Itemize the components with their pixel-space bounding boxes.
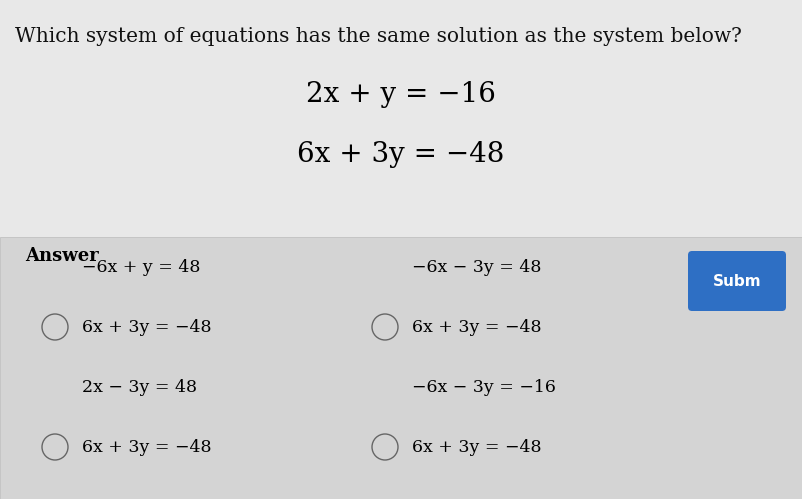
Text: 6x + 3y = −48: 6x + 3y = −48 bbox=[82, 439, 212, 456]
Text: 6x + 3y = −48: 6x + 3y = −48 bbox=[298, 141, 504, 168]
FancyBboxPatch shape bbox=[688, 251, 786, 311]
Text: 2x + y = −16: 2x + y = −16 bbox=[306, 80, 496, 107]
Text: 6x + 3y = −48: 6x + 3y = −48 bbox=[82, 318, 212, 335]
Text: Which system of equations has the same solution as the system below?: Which system of equations has the same s… bbox=[15, 27, 742, 46]
Text: Answer: Answer bbox=[25, 247, 99, 265]
Text: −6x − 3y = −16: −6x − 3y = −16 bbox=[412, 379, 556, 396]
Text: 6x + 3y = −48: 6x + 3y = −48 bbox=[412, 318, 541, 335]
FancyBboxPatch shape bbox=[0, 237, 802, 499]
Text: 6x + 3y = −48: 6x + 3y = −48 bbox=[412, 439, 541, 456]
Text: 2x − 3y = 48: 2x − 3y = 48 bbox=[82, 379, 197, 396]
Text: −6x − 3y = 48: −6x − 3y = 48 bbox=[412, 258, 541, 275]
Text: −6x + y = 48: −6x + y = 48 bbox=[82, 258, 200, 275]
Text: Subm: Subm bbox=[713, 273, 761, 288]
